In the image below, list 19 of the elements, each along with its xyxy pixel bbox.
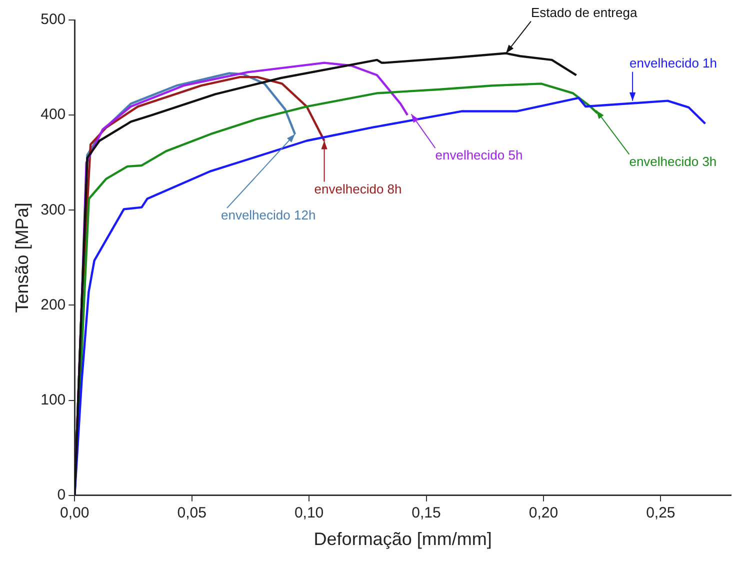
x-tick-label: 0,00: [60, 504, 90, 522]
y-axis-title: Tensão [MPa]: [12, 202, 32, 313]
x-axis-title: Deformação [mm/mm]: [314, 529, 492, 550]
y-tick-label: 0: [57, 486, 66, 504]
y-tick-label: 400: [40, 106, 66, 124]
x-tick-label: 0,15: [412, 504, 441, 522]
y-tick-label: 300: [40, 201, 66, 218]
annotation: envelhecido 5h: [435, 148, 523, 163]
annotation: envelhecido 1h: [630, 55, 718, 70]
x-tick-label: 0,25: [646, 504, 676, 522]
y-tick-label: 100: [40, 391, 66, 408]
y-tick-label: 500: [40, 11, 66, 28]
annotation: envelhecido 3h: [629, 154, 717, 169]
x-tick-label: 0,20: [528, 504, 558, 522]
x-tick-label: 0,10: [294, 504, 324, 522]
annotation: envelhecido 8h: [314, 181, 402, 196]
x-tick-label: 0,05: [177, 504, 206, 522]
annotation: envelhecido 12h: [220, 208, 316, 223]
y-tick-label: 200: [40, 296, 66, 314]
